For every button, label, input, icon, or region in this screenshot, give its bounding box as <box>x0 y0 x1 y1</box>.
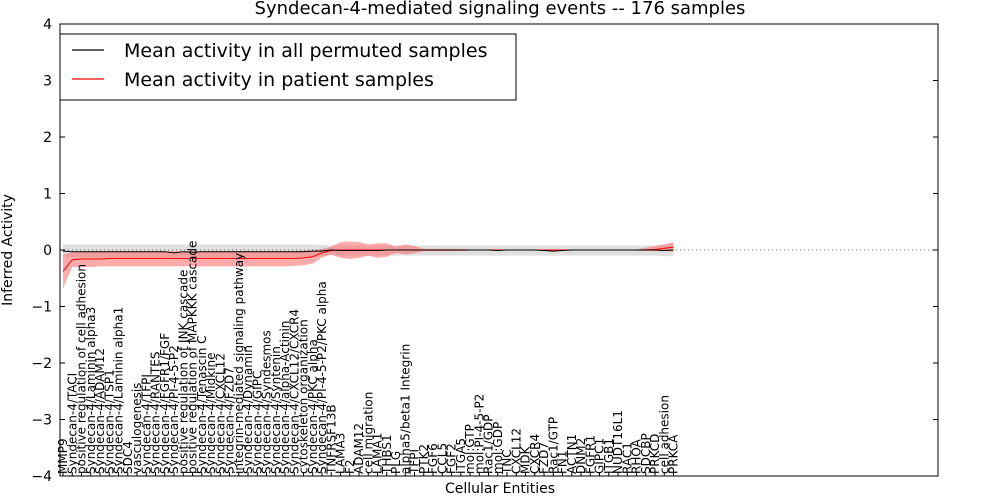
y-axis: 4 3 2 1 0 −1 −2 −3 −4 <box>31 17 938 485</box>
x-tick-label: FGFR1 <box>583 435 597 474</box>
x-tick-label: CXCR4 <box>528 434 542 474</box>
x-tick-label: FGF6 <box>426 443 440 474</box>
band-patient <box>63 241 674 289</box>
x-tick-label: Rac1/GDP <box>482 415 496 474</box>
x-tick-label: ITGB1 <box>602 438 616 474</box>
x-tick-label: MDK <box>519 445 533 474</box>
series-line-permuted <box>62 249 674 254</box>
x-tick-label: LAMA1 <box>371 433 385 474</box>
legend: Mean activity in all permuted samples Me… <box>59 33 517 101</box>
x-tick-label: FGF2 <box>445 443 459 474</box>
x-tick-label: Syndecan-4/Tenascin C <box>195 335 209 474</box>
x-tick-label: ITGA5 <box>454 438 468 474</box>
x-tick-label: positive regulation of MAPKKK cascade <box>186 241 200 474</box>
y-tick-label: 1 <box>43 187 52 203</box>
x-tick-label: cell adhesion <box>657 395 671 474</box>
x-tick-label: positive regulation of cell adhesion <box>75 264 89 474</box>
x-tick-label: mol:PI-4-5-P2 <box>472 394 486 474</box>
x-tick-label: THBS1 <box>380 434 394 475</box>
x-tick-label: vasculogenesis <box>130 383 144 474</box>
x-tick-label: Syndecan-4/Syntenin <box>269 346 283 474</box>
x-tick-label: SDCBP <box>639 433 653 474</box>
y-tick-label: 0 <box>43 243 52 259</box>
x-tick-label: PLG <box>389 451 403 474</box>
x-tick-label: CCL5 <box>435 443 449 474</box>
x-tick-label: Syndecan-4/FGFR1/FGF <box>158 333 172 474</box>
legend-box <box>59 33 517 101</box>
x-tick-label: Syndecan-4/GIPC <box>250 371 264 474</box>
y-tick-label: 2 <box>43 130 52 146</box>
x-tick-label: Syndecan-4/PI-4-5-P2/PKC alpha <box>315 281 329 474</box>
x-tick-label: PTK2 <box>417 444 431 474</box>
x-tick-label: SDC4 <box>121 441 135 474</box>
x-tick-label: Syndecan-4/ADAM12 <box>93 348 107 474</box>
x-tick-label: Syndecan-4/Dynamin <box>241 345 255 474</box>
x-tick-label: Syndecan-4/PI-4-5-P2 <box>167 345 181 474</box>
y-axis-title: Inferred Activity <box>0 194 16 306</box>
y-tick-label: −3 <box>31 413 52 429</box>
x-tick-label: RHOA <box>630 438 644 474</box>
x-tick-label: DNM2 <box>574 438 588 474</box>
x-tick-label: F2 <box>343 459 357 474</box>
x-tick-label: MMP9 <box>56 438 70 474</box>
x-tick-label: TNC <box>500 449 514 475</box>
x-tick-label: CXCL12 <box>509 428 523 474</box>
y-tick-label: −4 <box>31 469 52 485</box>
x-tick-label: mol:GTP <box>463 424 477 474</box>
x-tick-label: Rac1/GTP <box>546 417 560 474</box>
x-tick-label: Syndecan-4/RANTES <box>149 352 163 474</box>
x-tick-label: TNFRSF13B <box>324 404 338 475</box>
x-tick-label: Syndecan-4/PKC alpha <box>306 339 320 474</box>
x-tick-label: ADAM12 <box>352 423 366 474</box>
x-tick-label: Syndecan-4/CXCL12/CXCR4 <box>287 309 301 474</box>
x-tick-label: Syndecan-4/Syndesmos <box>260 330 274 474</box>
x-tick-label: Syndecan-4/TFPI <box>139 374 153 474</box>
x-tick-label: FN1 <box>556 450 570 474</box>
x-tick-label: FZD7 <box>537 442 551 474</box>
x-tick-label: cell migration <box>361 392 375 474</box>
x-tick-label: PRKCA <box>667 434 681 474</box>
series-lines <box>62 246 674 272</box>
x-tick-label: NUDT16L1 <box>611 410 625 474</box>
x-tick-label: positive regulation of JNK cascade <box>176 270 190 474</box>
y-tick-label: −1 <box>31 300 52 316</box>
x-axis-title: Cellular Entities <box>445 481 555 497</box>
x-tick-label: Syndecan-4/FZD7 <box>223 367 237 474</box>
x-tick-label: Syndecan-4/Midkine <box>204 353 218 474</box>
x-tick-label: Syndecan-4/TSP1 <box>102 369 116 474</box>
x-tick-label: Syndecan-4/Laminin alpha1 <box>112 307 126 474</box>
legend-label-patient: Mean activity in patient samples <box>124 69 434 91</box>
x-tick-label: cytoskeleton organization <box>297 319 311 474</box>
y-tick-label: −2 <box>31 356 52 372</box>
y-tick-label: 4 <box>43 17 52 33</box>
chart-title: Syndecan-4-mediated signaling events -- … <box>255 0 746 19</box>
x-tick-label: Syndecan-4/alpha-Actinin <box>278 321 292 474</box>
confidence-bands <box>60 241 938 289</box>
x-tick-label: Syndecan-4/CXCL12 <box>213 353 227 474</box>
x-tick-label: Syndecan-4/Laminin alpha3 <box>84 307 98 474</box>
x-tick-label: mol:GDP <box>491 422 505 474</box>
x-tick-label: Syndecan-4/TACI <box>65 373 79 474</box>
x-tick-label: integrin-mediated signaling pathway <box>232 253 246 474</box>
x-tick-label: TFPI <box>408 449 422 475</box>
x-tick-label: ACTN1 <box>565 434 579 474</box>
x-tick-label: alpha5/beta1 Integrin <box>398 344 412 474</box>
legend-label-permuted: Mean activity in all permuted samples <box>124 40 487 62</box>
x-tick-label: GIPC1 <box>593 438 607 474</box>
y-tick-label: 3 <box>43 74 52 90</box>
x-tick-label: RAC1 <box>620 442 634 474</box>
x-tick-label: LAMA3 <box>334 433 348 474</box>
x-tick-label: PRKCD <box>648 434 662 474</box>
